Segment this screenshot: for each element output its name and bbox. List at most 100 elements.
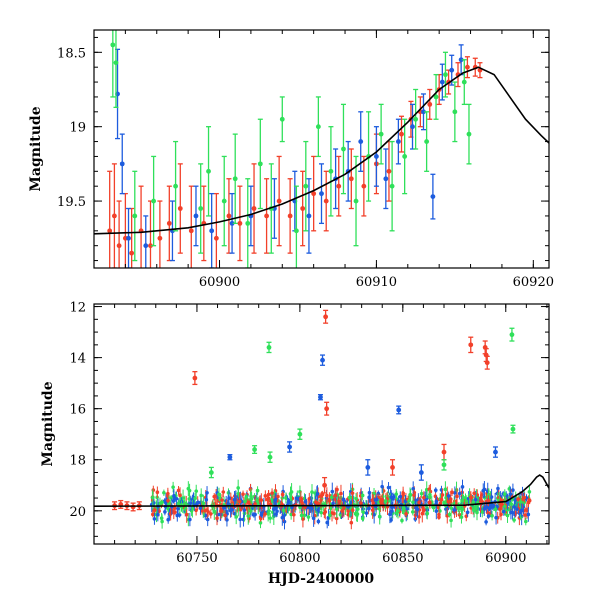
baseline-point	[359, 501, 363, 506]
baseline-point	[525, 508, 529, 512]
data-point	[413, 116, 419, 122]
baseline-point	[341, 497, 346, 502]
baseline-point	[238, 517, 243, 522]
baseline-point	[347, 495, 352, 500]
y-tick-label: 19	[69, 121, 86, 136]
baseline-point	[260, 511, 265, 515]
y-tick-label: 19.5	[57, 195, 86, 210]
data-point	[418, 470, 424, 475]
baseline-point	[333, 493, 338, 498]
baseline-point	[392, 495, 396, 499]
baseline-point	[339, 491, 343, 496]
data-point	[209, 228, 215, 234]
baseline-point	[334, 516, 339, 521]
baseline-point	[178, 493, 182, 498]
baseline-point	[398, 494, 403, 499]
baseline-point	[508, 492, 513, 496]
data-point	[192, 375, 198, 381]
top-y-axis-label: Magnitude	[28, 106, 44, 191]
data-point	[493, 449, 498, 455]
x-tick-label: 60920	[513, 275, 554, 290]
data-point	[424, 139, 430, 144]
baseline-point	[194, 489, 199, 493]
data-point	[257, 161, 263, 167]
y-tick-label: 18	[69, 454, 86, 469]
baseline-point	[453, 491, 457, 495]
data-point	[221, 198, 227, 204]
data-point	[443, 72, 448, 78]
baseline-point	[319, 498, 323, 503]
data-point	[300, 206, 306, 211]
baseline-point	[316, 519, 321, 524]
data-point	[208, 470, 214, 475]
baseline-point	[188, 501, 193, 505]
baseline-point	[252, 513, 256, 517]
baseline-point	[396, 508, 400, 513]
baseline-point	[288, 492, 293, 496]
baseline-point	[215, 512, 220, 517]
baseline-point	[332, 511, 336, 516]
data-point	[245, 220, 251, 226]
x-tick-label: 60900	[485, 551, 526, 566]
baseline-point	[255, 488, 260, 493]
data-point	[129, 250, 135, 256]
baseline-point	[434, 509, 439, 513]
baseline-point	[340, 509, 344, 513]
baseline-point	[272, 507, 276, 511]
data-point	[306, 213, 312, 219]
baseline-point	[515, 507, 519, 512]
baseline-point	[513, 498, 518, 502]
x-tick-label: 60900	[199, 275, 240, 290]
data-point	[390, 465, 395, 470]
data-point	[193, 213, 199, 219]
baseline-point	[428, 492, 432, 497]
baseline-point	[219, 509, 223, 513]
baseline-point	[223, 513, 227, 518]
baseline-point	[171, 485, 175, 489]
y-tick-label: 12	[69, 301, 86, 316]
data-point	[378, 131, 384, 137]
baseline-point	[270, 491, 274, 495]
data-point	[374, 154, 379, 159]
baseline-point	[176, 506, 180, 511]
baseline-point	[226, 501, 231, 506]
data-point	[315, 124, 321, 130]
baseline-point	[286, 507, 291, 512]
baseline-point	[160, 500, 164, 505]
data-point	[320, 357, 325, 363]
baseline-point	[427, 487, 432, 491]
baseline-point	[417, 500, 421, 505]
baseline-point	[223, 510, 228, 514]
baseline-point	[276, 494, 280, 499]
data-point	[468, 342, 474, 348]
baseline-point	[199, 493, 203, 498]
data-point	[441, 449, 447, 455]
baseline-point	[215, 516, 219, 520]
clipped-marks	[94, 309, 549, 530]
baseline-point	[374, 497, 379, 502]
baseline-point	[267, 509, 271, 513]
baseline-point	[383, 499, 388, 503]
baseline-point	[248, 509, 253, 513]
baseline-point	[401, 491, 405, 495]
baseline-point	[258, 521, 263, 525]
baseline-point	[273, 498, 278, 502]
baseline-point	[155, 490, 160, 495]
baseline-point	[160, 519, 164, 524]
baseline-point	[152, 517, 157, 521]
baseline-point	[241, 492, 245, 496]
baseline-point	[350, 508, 355, 512]
baseline-point	[459, 515, 464, 519]
baseline-point	[360, 493, 365, 498]
baseline-point	[364, 511, 369, 515]
baseline-point	[523, 513, 527, 517]
baseline-point	[457, 491, 462, 496]
baseline-point	[422, 495, 426, 500]
data-point	[143, 243, 149, 249]
baseline-point	[325, 520, 330, 525]
data-point	[116, 243, 122, 249]
baseline-point	[422, 508, 426, 512]
baseline-point	[439, 497, 444, 502]
baseline-point	[335, 487, 339, 492]
baseline-point	[198, 506, 203, 510]
